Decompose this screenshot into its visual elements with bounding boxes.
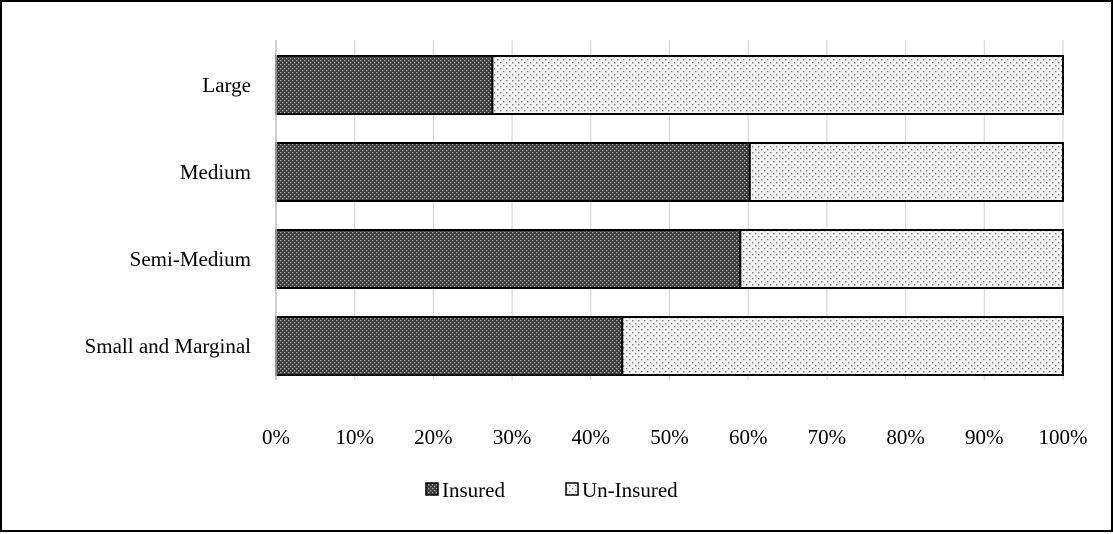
bar-un-insured-small-and-marginal: [621, 316, 1065, 376]
x-tick-label: 40%: [572, 425, 611, 449]
x-tick-labels: 0% 10% 20% 30% 40% 50% 60% 70% 80% 90% 100%: [262, 425, 1088, 449]
legend-swatch-un-insured: [565, 482, 579, 496]
category-label: Large: [202, 73, 251, 97]
x-tick-label: 60%: [729, 425, 768, 449]
bar-un-insured-medium: [748, 142, 1064, 202]
legend: Insured Un-Insured: [425, 478, 678, 502]
category-label: Small and Marginal: [85, 334, 252, 358]
x-tick-label: 70%: [808, 425, 847, 449]
x-tick-label: 100%: [1039, 425, 1088, 449]
x-tick-label: 80%: [886, 425, 925, 449]
x-tick-label: 20%: [414, 425, 453, 449]
category-labels: Large Medium Semi-Medium Small and Marginal: [85, 73, 252, 358]
legend-label-un-insured: Un-Insured: [582, 478, 678, 502]
x-tick-label: 0%: [262, 425, 290, 449]
bar-un-insured-semi-medium: [739, 229, 1065, 289]
bar-insured-large: [275, 55, 494, 115]
legend-swatch-insured: [425, 482, 439, 496]
category-label: Semi-Medium: [130, 247, 251, 271]
x-tick-label: 30%: [493, 425, 532, 449]
bar-insured-small-and-marginal: [275, 316, 624, 376]
x-tick-label: 10%: [335, 425, 374, 449]
x-tick-label: 50%: [650, 425, 689, 449]
legend-label-insured: Insured: [442, 478, 505, 502]
bar-insured-semi-medium: [275, 229, 742, 289]
x-tick-label: 90%: [965, 425, 1004, 449]
bar-insured-medium: [275, 142, 751, 202]
bar-un-insured-large: [491, 55, 1064, 115]
category-label: Medium: [180, 160, 251, 184]
